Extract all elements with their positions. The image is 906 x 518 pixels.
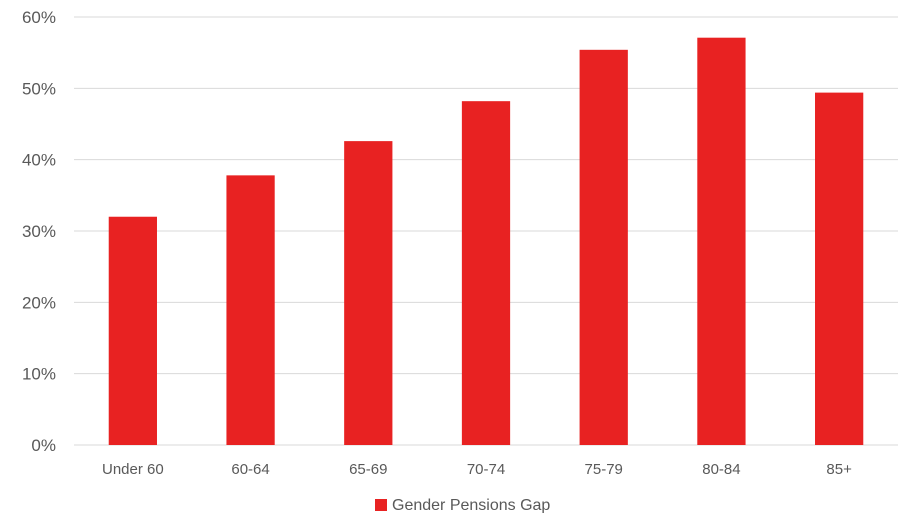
bar: [108, 216, 157, 445]
x-tick-label: 65-69: [349, 461, 387, 478]
y-tick-label: 50%: [22, 79, 56, 98]
legend-label: Gender Pensions Gap: [392, 497, 550, 513]
bar: [579, 49, 628, 446]
y-tick-label: 0%: [31, 436, 56, 455]
bar: [226, 175, 275, 446]
x-tick-label: 80-84: [702, 461, 740, 478]
y-tick-label: 20%: [22, 293, 56, 312]
bar: [815, 92, 864, 445]
x-tick-label: 60-64: [231, 461, 269, 478]
y-tick-label: 30%: [22, 222, 56, 241]
bar: [697, 37, 746, 445]
x-tick-label: 70-74: [467, 461, 505, 478]
x-tick-label: 85+: [826, 461, 852, 478]
bar: [461, 101, 511, 445]
y-tick-label: 10%: [22, 365, 56, 384]
x-tick-label: Under 60: [102, 461, 164, 478]
x-axis-tick-labels: Under 60 60-64 65-69 70-74 75-79 80-84 85+: [102, 461, 852, 478]
bars: [108, 37, 864, 446]
x-tick-label: 75-79: [585, 461, 623, 478]
y-tick-label: 40%: [22, 151, 56, 170]
legend-swatch: [375, 499, 387, 511]
bar: [344, 141, 393, 445]
y-axis-tick-labels: 0% 10% 20% 30% 40% 50% 60%: [22, 8, 56, 455]
legend: Gender Pensions Gap: [375, 497, 550, 514]
y-tick-label: 60%: [22, 8, 56, 27]
